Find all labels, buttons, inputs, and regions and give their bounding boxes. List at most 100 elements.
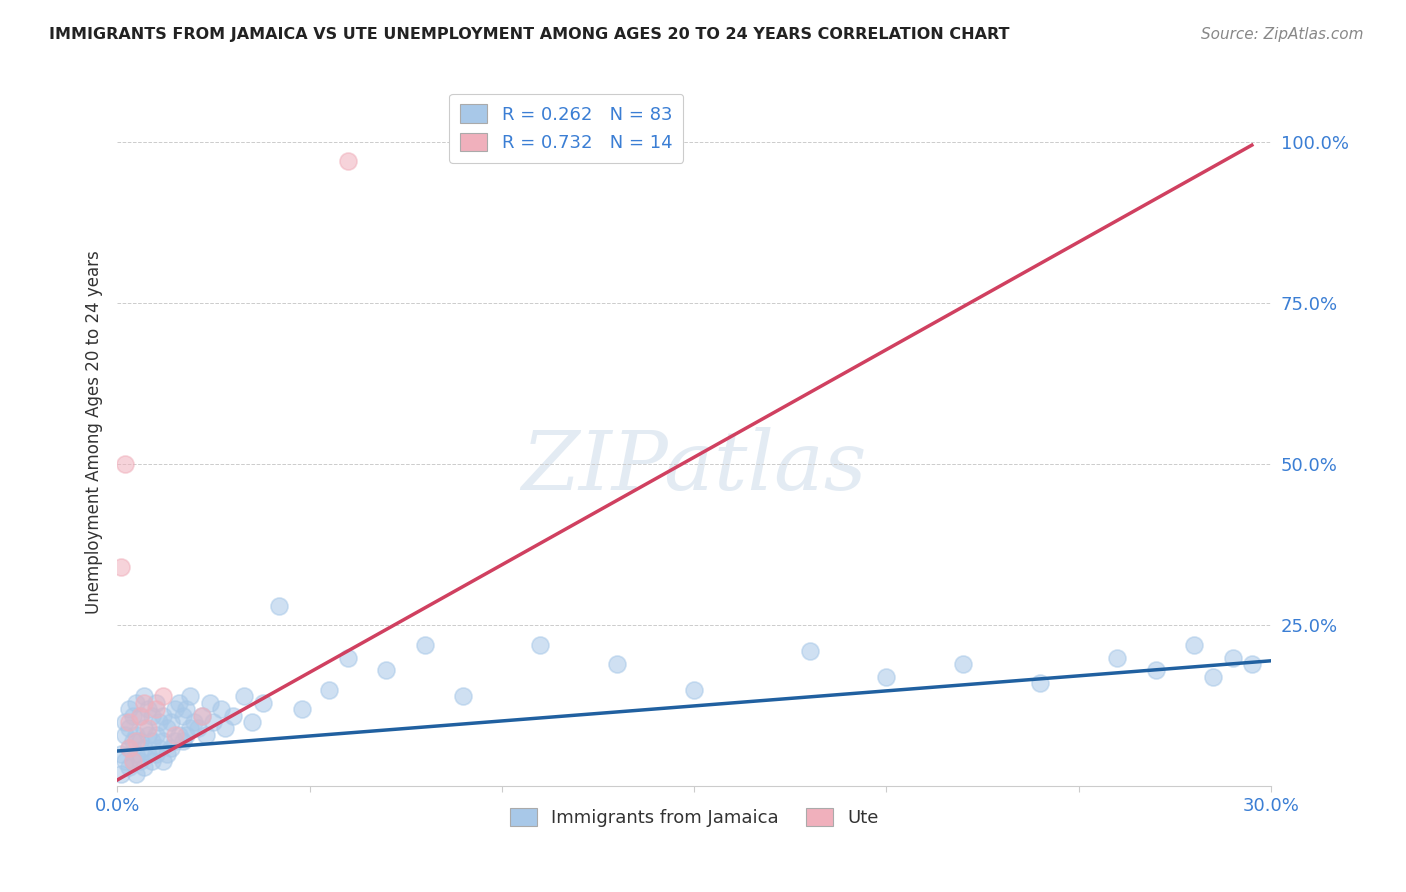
Point — [136, 722, 159, 736]
Text: IMMIGRANTS FROM JAMAICA VS UTE UNEMPLOYMENT AMONG AGES 20 TO 24 YEARS CORRELATIO: IMMIGRANTS FROM JAMAICA VS UTE UNEMPLOYM… — [49, 27, 1010, 42]
Point — [121, 754, 143, 768]
Point — [145, 728, 167, 742]
Point — [125, 696, 148, 710]
Point — [683, 682, 706, 697]
Point — [209, 702, 232, 716]
Point — [1182, 638, 1205, 652]
Point — [1107, 650, 1129, 665]
Point — [152, 754, 174, 768]
Point — [125, 728, 148, 742]
Point — [191, 708, 214, 723]
Point — [129, 754, 152, 768]
Point — [1144, 664, 1167, 678]
Point — [118, 714, 141, 729]
Point — [375, 664, 398, 678]
Point — [183, 714, 205, 729]
Point — [110, 560, 132, 574]
Point — [529, 638, 551, 652]
Text: ZIPatlas: ZIPatlas — [522, 427, 868, 508]
Point — [141, 708, 163, 723]
Point — [799, 644, 821, 658]
Point — [118, 722, 141, 736]
Point — [121, 708, 143, 723]
Point — [121, 754, 143, 768]
Point — [318, 682, 340, 697]
Point — [118, 702, 141, 716]
Point — [187, 722, 209, 736]
Point — [141, 754, 163, 768]
Point — [453, 690, 475, 704]
Point — [179, 722, 201, 736]
Point — [125, 747, 148, 762]
Point — [118, 760, 141, 774]
Point — [163, 702, 186, 716]
Point — [118, 740, 141, 755]
Point — [132, 696, 155, 710]
Point — [172, 734, 194, 748]
Point — [336, 650, 359, 665]
Legend: Immigrants from Jamaica, Ute: Immigrants from Jamaica, Ute — [502, 800, 886, 834]
Point — [167, 728, 190, 742]
Point — [152, 708, 174, 723]
Point — [129, 708, 152, 723]
Point — [167, 696, 190, 710]
Point — [1029, 676, 1052, 690]
Point — [160, 740, 183, 755]
Point — [156, 747, 179, 762]
Point — [163, 734, 186, 748]
Point — [114, 457, 136, 471]
Point — [132, 722, 155, 736]
Point — [125, 766, 148, 780]
Point — [114, 714, 136, 729]
Point — [952, 657, 974, 671]
Point — [114, 728, 136, 742]
Text: Source: ZipAtlas.com: Source: ZipAtlas.com — [1201, 27, 1364, 42]
Point — [129, 708, 152, 723]
Point — [1202, 670, 1225, 684]
Point — [121, 734, 143, 748]
Point — [136, 702, 159, 716]
Point — [176, 728, 198, 742]
Point — [179, 690, 201, 704]
Point — [129, 734, 152, 748]
Point — [336, 154, 359, 169]
Point — [221, 708, 243, 723]
Point — [240, 714, 263, 729]
Point — [152, 690, 174, 704]
Point — [291, 702, 314, 716]
Point — [172, 708, 194, 723]
Point — [110, 766, 132, 780]
Point — [233, 690, 256, 704]
Point — [136, 728, 159, 742]
Point — [214, 722, 236, 736]
Point — [267, 599, 290, 613]
Point — [141, 734, 163, 748]
Point — [1222, 650, 1244, 665]
Point — [875, 670, 897, 684]
Point — [125, 734, 148, 748]
Point — [1240, 657, 1263, 671]
Point — [148, 714, 170, 729]
Point — [132, 740, 155, 755]
Point — [132, 760, 155, 774]
Point — [156, 722, 179, 736]
Point — [136, 747, 159, 762]
Point — [118, 740, 141, 755]
Point — [145, 702, 167, 716]
Point — [198, 696, 221, 710]
Point — [194, 728, 217, 742]
Point — [413, 638, 436, 652]
Point — [110, 747, 132, 762]
Y-axis label: Unemployment Among Ages 20 to 24 years: Unemployment Among Ages 20 to 24 years — [86, 250, 103, 614]
Point — [132, 690, 155, 704]
Point — [148, 740, 170, 755]
Point — [160, 714, 183, 729]
Point — [202, 714, 225, 729]
Point — [176, 702, 198, 716]
Point — [163, 728, 186, 742]
Point — [606, 657, 628, 671]
Point — [252, 696, 274, 710]
Point — [145, 696, 167, 710]
Point — [152, 734, 174, 748]
Point — [114, 754, 136, 768]
